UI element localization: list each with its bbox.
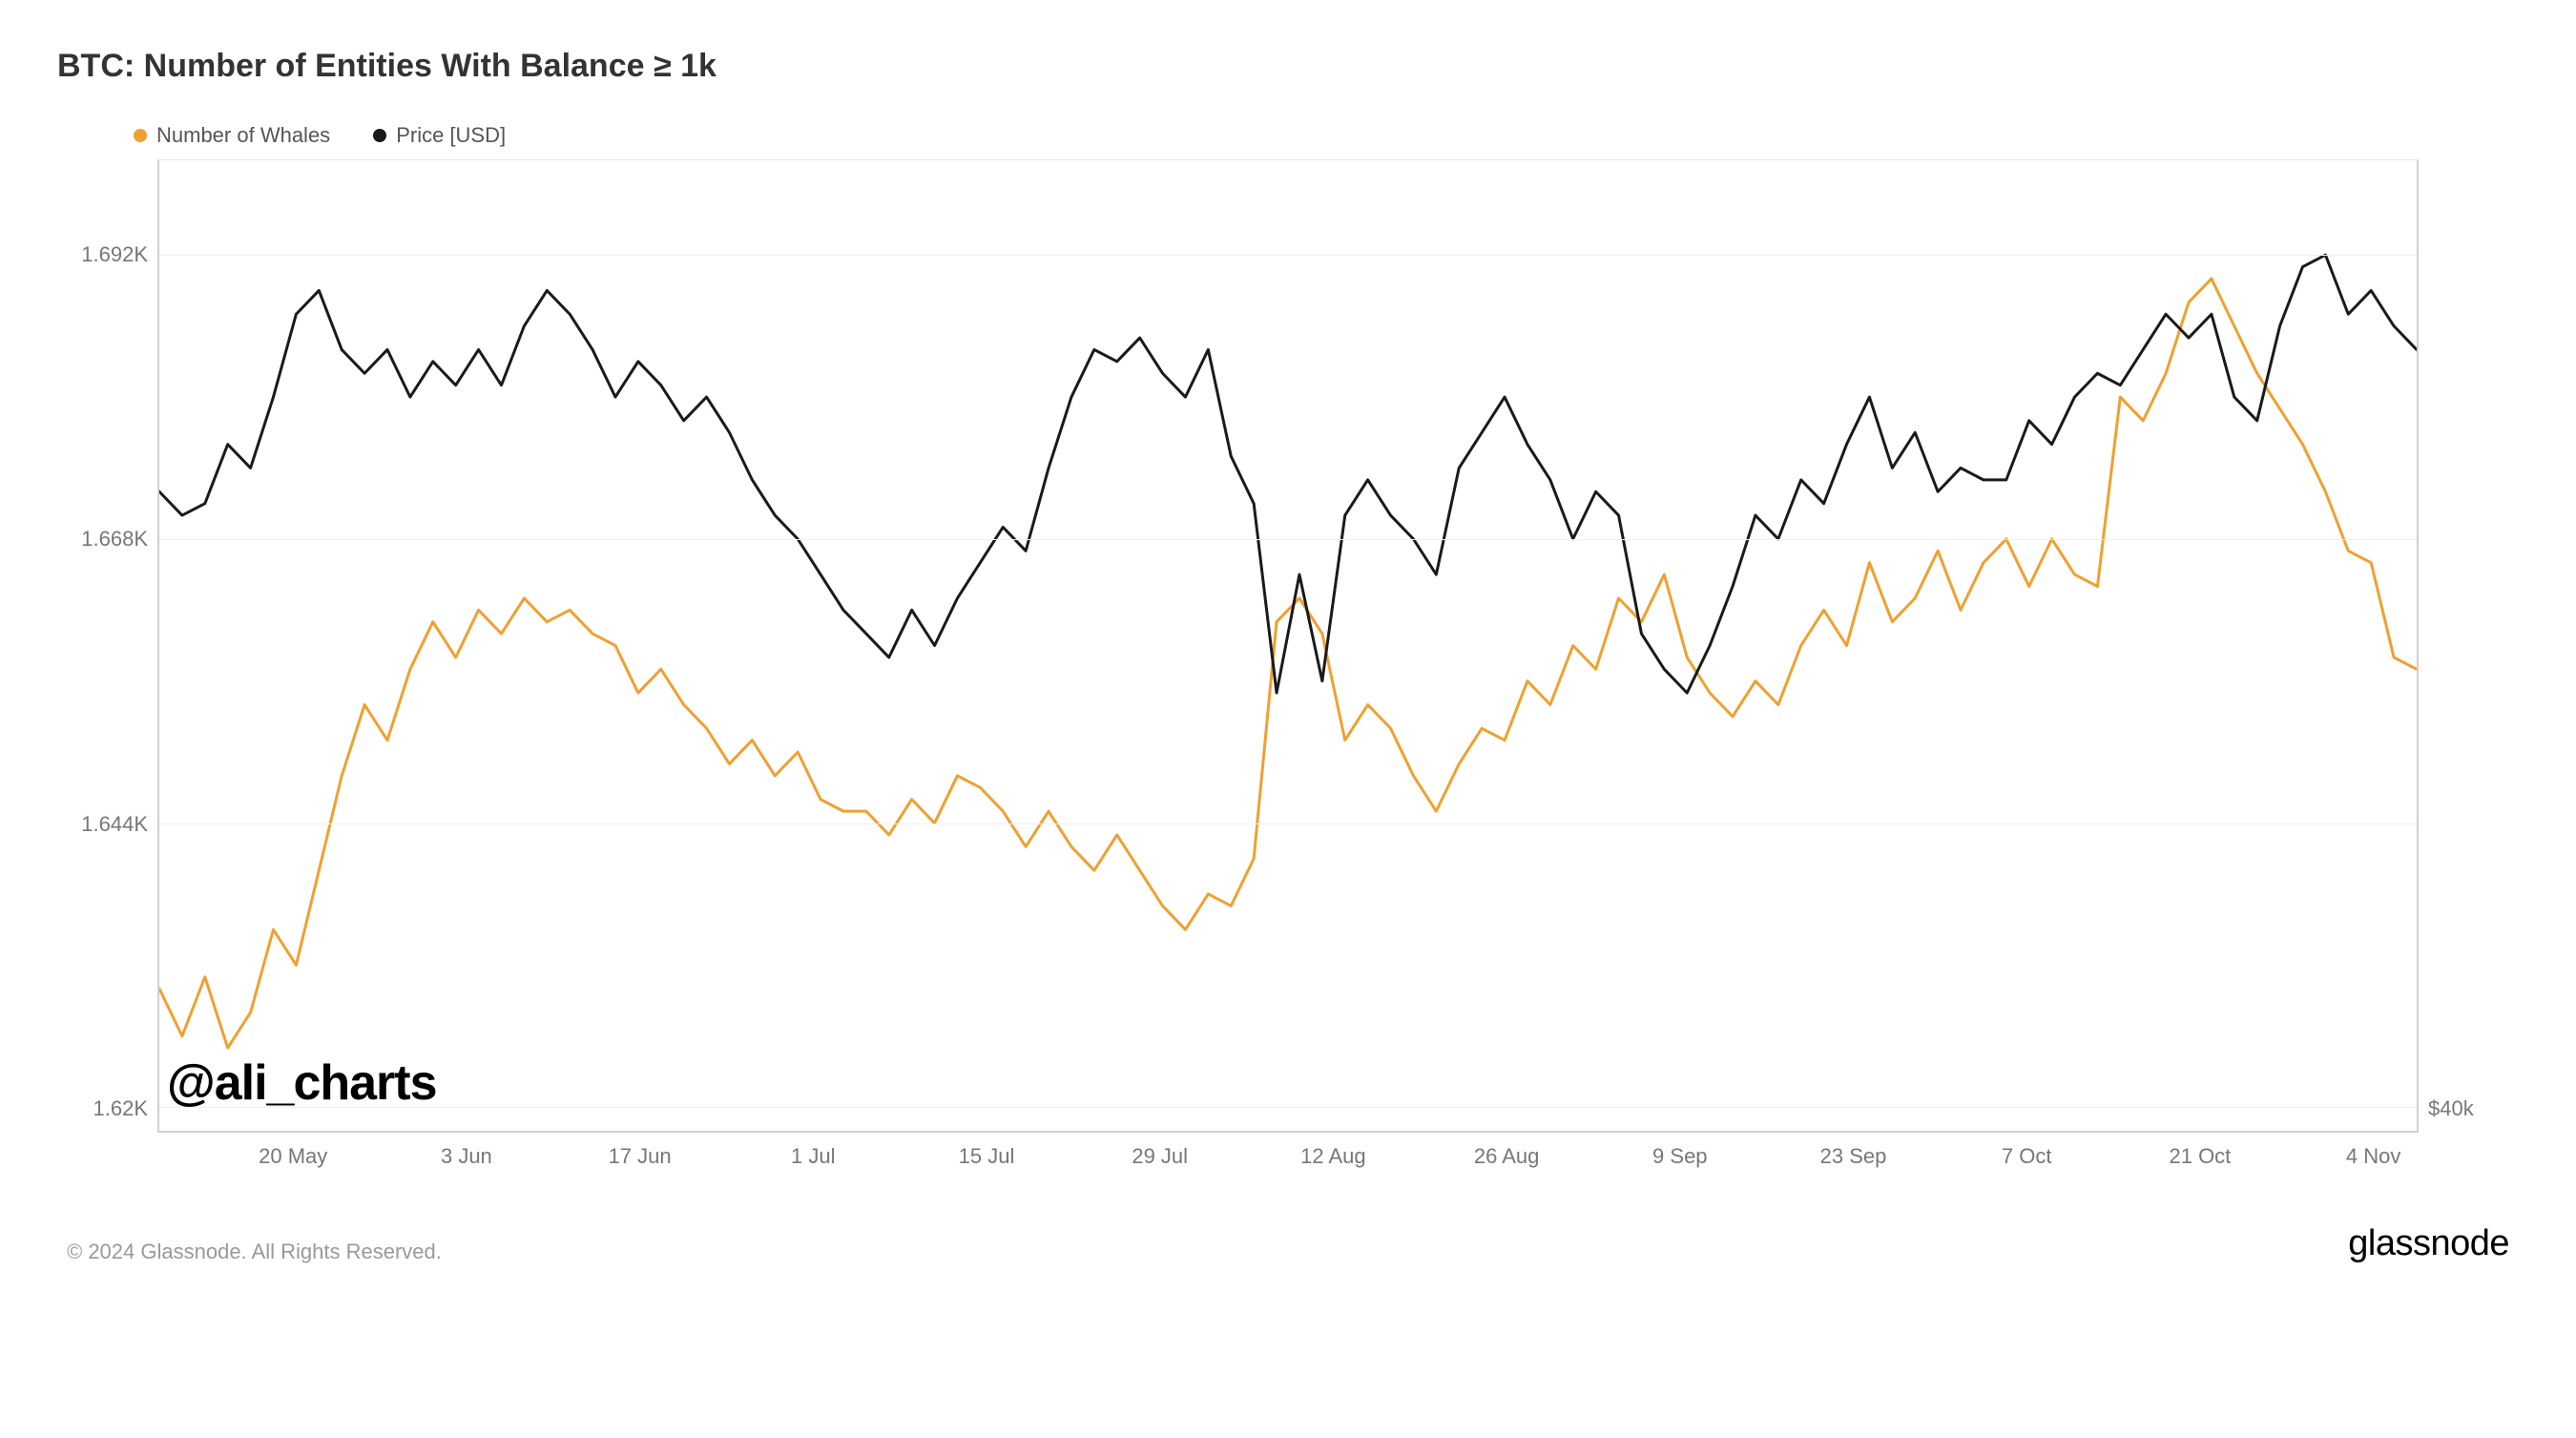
grid-line [159, 539, 2417, 540]
x-tick: 17 Jun [609, 1144, 672, 1169]
legend-label-whales: Number of Whales [156, 123, 330, 148]
y-left-tick: 1.668K [57, 527, 148, 552]
copyright-text: © 2024 Glassnode. All Rights Reserved. [67, 1240, 442, 1264]
x-axis: 20 May 3 Jun 17 Jun 1 Jul 15 Jul 29 Jul 12 Aug… [157, 1138, 2419, 1171]
grid-line [159, 1107, 2417, 1108]
x-tick: 4 Nov [2346, 1144, 2400, 1169]
y-left-axis: 1.62K 1.644K 1.668K 1.692K [57, 159, 148, 1133]
legend-item-price: Price [USD] [373, 123, 506, 148]
chart-area: 1.62K 1.644K 1.668K 1.692K $40k 20 May 3 Jun… [57, 159, 2519, 1171]
y-right-axis: $40k [2428, 159, 2519, 1133]
legend-dot-price [373, 129, 386, 142]
x-tick: 20 May [259, 1144, 327, 1169]
x-tick: 12 Aug [1300, 1144, 1366, 1169]
brand-logo: glassnode [2348, 1223, 2509, 1264]
x-tick: 21 Oct [2169, 1144, 2231, 1169]
chart-legend: Number of Whales Price [USD] [134, 123, 2519, 148]
x-tick: 9 Sep [1652, 1144, 1708, 1169]
x-tick: 3 Jun [441, 1144, 492, 1169]
plot-area [157, 159, 2419, 1133]
x-tick: 7 Oct [2002, 1144, 2052, 1169]
chart-svg [159, 160, 2417, 1131]
x-tick: 23 Sep [1820, 1144, 1887, 1169]
y-left-tick: 1.644K [57, 812, 148, 837]
line-price [159, 255, 2417, 693]
chart-title: BTC: Number of Entities With Balance ≥ 1… [57, 48, 2519, 85]
footer: © 2024 Glassnode. All Rights Reserved. g… [57, 1223, 2519, 1264]
y-left-tick: 1.62K [57, 1096, 148, 1121]
y-left-tick: 1.692K [57, 242, 148, 267]
grid-line [159, 255, 2417, 256]
x-tick: 26 Aug [1474, 1144, 1540, 1169]
x-tick: 29 Jul [1132, 1144, 1188, 1169]
y-right-tick: $40k [2428, 1096, 2519, 1121]
grid-line [159, 823, 2417, 824]
x-tick: 1 Jul [791, 1144, 835, 1169]
legend-dot-whales [134, 129, 147, 142]
x-tick: 15 Jul [959, 1144, 1015, 1169]
legend-item-whales: Number of Whales [134, 123, 330, 148]
watermark: @ali_charts [167, 1054, 437, 1112]
legend-label-price: Price [USD] [396, 123, 506, 148]
